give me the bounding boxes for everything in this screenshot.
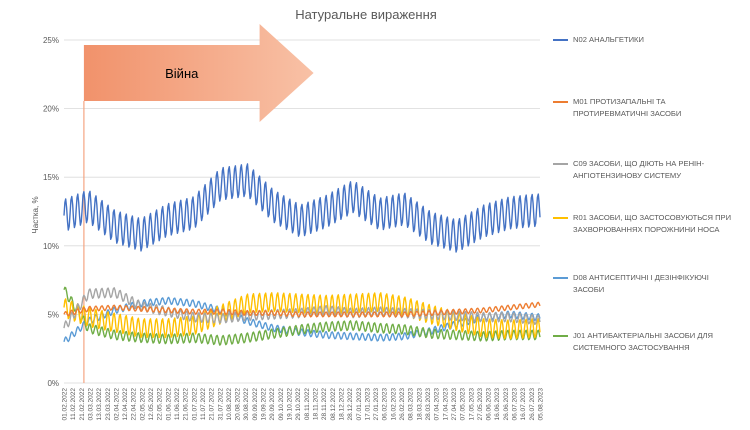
legend-swatch: [553, 163, 568, 165]
x-tick-label: 08.03.2023: [408, 388, 415, 421]
legend-swatch: [553, 277, 568, 279]
y-axis-ticks: 0% 5% 10% 15% 20% 25%: [43, 36, 59, 388]
x-tick-label: 07.05.2023: [460, 388, 467, 421]
legend-entry: R01 ЗАСОБИ, ЩО ЗАСТОСОВУЮТЬСЯ ПРИ ЗАХВОР…: [553, 212, 738, 236]
legend-label: D08 АНТИСЕПТИЧНІ І ДЕЗІНФІКУЮЧІ ЗАСОБИ: [573, 273, 709, 294]
x-tick-label: 09.10.2022: [278, 388, 285, 421]
x-tick-label: 20.08.2022: [235, 388, 242, 421]
x-tick-label: 08.11.2022: [304, 388, 311, 420]
series-line: [63, 163, 541, 253]
x-tick-label: 21.02.2022: [79, 388, 86, 421]
series-line: [63, 287, 541, 329]
x-tick-label: 18.03.2023: [416, 388, 423, 421]
legend-entry: N02 АНАЛЬГЕТИКИ: [553, 34, 738, 46]
x-tick-label: 28.11.2022: [321, 388, 328, 420]
legend-swatch: [553, 101, 568, 103]
x-tick-label: 26.06.2023: [503, 388, 510, 421]
legend-swatch: [553, 39, 568, 41]
x-tick-label: 19.09.2022: [261, 388, 268, 421]
x-tick-label: 27.04.2023: [451, 388, 458, 421]
x-tick-label: 18.11.2022: [312, 388, 319, 420]
chart-title: Натуральне вираження: [295, 7, 437, 22]
x-tick-label: 06.06.2023: [486, 388, 493, 421]
x-tick-label: 30.08.2022: [243, 388, 250, 421]
war-label: Війна: [165, 66, 199, 81]
x-tick-label: 18.12.2022: [338, 388, 345, 421]
x-tick-label: 21.06.2022: [183, 388, 190, 421]
x-tick-label: 01.06.2022: [165, 388, 172, 421]
x-tick-label: 02.05.2022: [139, 388, 146, 421]
x-tick-label: 12.04.2022: [122, 388, 129, 421]
x-tick-label: 27.05.2023: [477, 388, 484, 421]
gridlines: [64, 39, 540, 384]
x-tick-label: 09.09.2022: [252, 388, 259, 421]
x-tick-label: 11.02.2022: [70, 388, 77, 420]
war-annotation: Війна: [83, 24, 314, 383]
x-tick-label: 17.01.2023: [364, 388, 371, 421]
x-tick-label: 01.07.2022: [191, 388, 198, 421]
legend-entry: D08 АНТИСЕПТИЧНІ І ДЕЗІНФІКУЮЧІ ЗАСОБИ: [553, 272, 738, 296]
x-tick-label: 05.08.2023: [538, 388, 545, 421]
x-tick-label: 28.12.2022: [347, 388, 354, 421]
x-tick-label: 12.05.2022: [148, 388, 155, 421]
x-tick-label: 22.05.2022: [157, 388, 164, 421]
x-tick-label: 08.12.2022: [330, 388, 337, 421]
series-line: [63, 292, 541, 340]
series-line: [63, 286, 541, 346]
x-tick-label: 21.07.2022: [209, 388, 216, 421]
x-tick-label: 31.07.2022: [217, 388, 224, 421]
x-tick-label: 29.09.2022: [269, 388, 276, 421]
x-tick-label: 13.03.2022: [96, 388, 103, 421]
x-tick-label: 23.03.2022: [105, 388, 112, 421]
legend-entry: C09 ЗАСОБИ, ЩО ДІЮТЬ НА РЕНІН-АНГІОТЕНЗИ…: [553, 158, 738, 182]
x-tick-label: 16.02.2023: [390, 388, 397, 421]
y-tick-label: 15%: [43, 173, 59, 182]
y-tick-label: 10%: [43, 242, 59, 251]
x-tick-label: 07.04.2023: [434, 388, 441, 421]
x-tick-label: 06.07.2023: [512, 388, 519, 421]
x-tick-label: 22.04.2022: [131, 388, 138, 421]
y-tick-label: 20%: [43, 105, 59, 114]
series-lines: [63, 163, 541, 346]
x-axis-ticks: 01.02.2022 11.02.2022 21.02.2022 03.03.2022…: [62, 388, 545, 421]
x-tick-label: 03.03.2022: [87, 388, 94, 421]
x-tick-label: 26.07.2023: [529, 388, 536, 421]
x-tick-label: 16.06.2023: [494, 388, 501, 421]
legend-label: J01 АНТИБАКТЕРІАЛЬНІ ЗАСОБИ ДЛЯ СИСТЕМНО…: [573, 331, 713, 352]
x-tick-label: 10.08.2022: [226, 388, 233, 421]
y-tick-label: 25%: [43, 36, 59, 45]
x-tick-label: 19.10.2022: [287, 388, 294, 421]
x-tick-label: 01.02.2022: [62, 388, 69, 421]
x-tick-label: 27.01.2023: [373, 388, 380, 421]
legend-entry: M01 ПРОТИЗАПАЛЬНІ ТА ПРОТИРЕВМАТИЧНІ ЗАС…: [553, 96, 738, 120]
x-tick-label: 16.07.2023: [520, 388, 527, 421]
legend-label: C09 ЗАСОБИ, ЩО ДІЮТЬ НА РЕНІН-АНГІОТЕНЗИ…: [573, 159, 705, 180]
x-tick-label: 06.02.2023: [382, 388, 389, 421]
x-tick-label: 07.01.2023: [356, 388, 363, 421]
x-tick-label: 17.04.2023: [442, 388, 449, 421]
x-tick-label: 11.07.2022: [200, 388, 207, 420]
legend-label: N02 АНАЛЬГЕТИКИ: [573, 35, 644, 44]
x-tick-label: 26.02.2023: [399, 388, 406, 421]
legend-label: R01 ЗАСОБИ, ЩО ЗАСТОСОВУЮТЬСЯ ПРИ ЗАХВОР…: [573, 213, 732, 234]
x-tick-label: 28.03.2023: [425, 388, 432, 421]
y-axis-label: Частка, %: [31, 196, 40, 233]
x-tick-label: 11.06.2022: [174, 388, 181, 420]
war-arrow: [83, 24, 314, 122]
x-tick-label: 29.10.2022: [295, 388, 302, 421]
y-tick-label: 5%: [47, 310, 59, 319]
y-tick-label: 0%: [47, 379, 59, 388]
x-tick-label: 02.04.2022: [113, 388, 120, 421]
legend-label: M01 ПРОТИЗАПАЛЬНІ ТА ПРОТИРЕВМАТИЧНІ ЗАС…: [573, 97, 682, 118]
series-line: [63, 301, 541, 318]
legend-swatch: [553, 335, 568, 337]
legend-swatch: [553, 217, 568, 219]
x-tick-label: 17.05.2023: [468, 388, 475, 421]
legend-entry: J01 АНТИБАКТЕРІАЛЬНІ ЗАСОБИ ДЛЯ СИСТЕМНО…: [553, 330, 738, 354]
